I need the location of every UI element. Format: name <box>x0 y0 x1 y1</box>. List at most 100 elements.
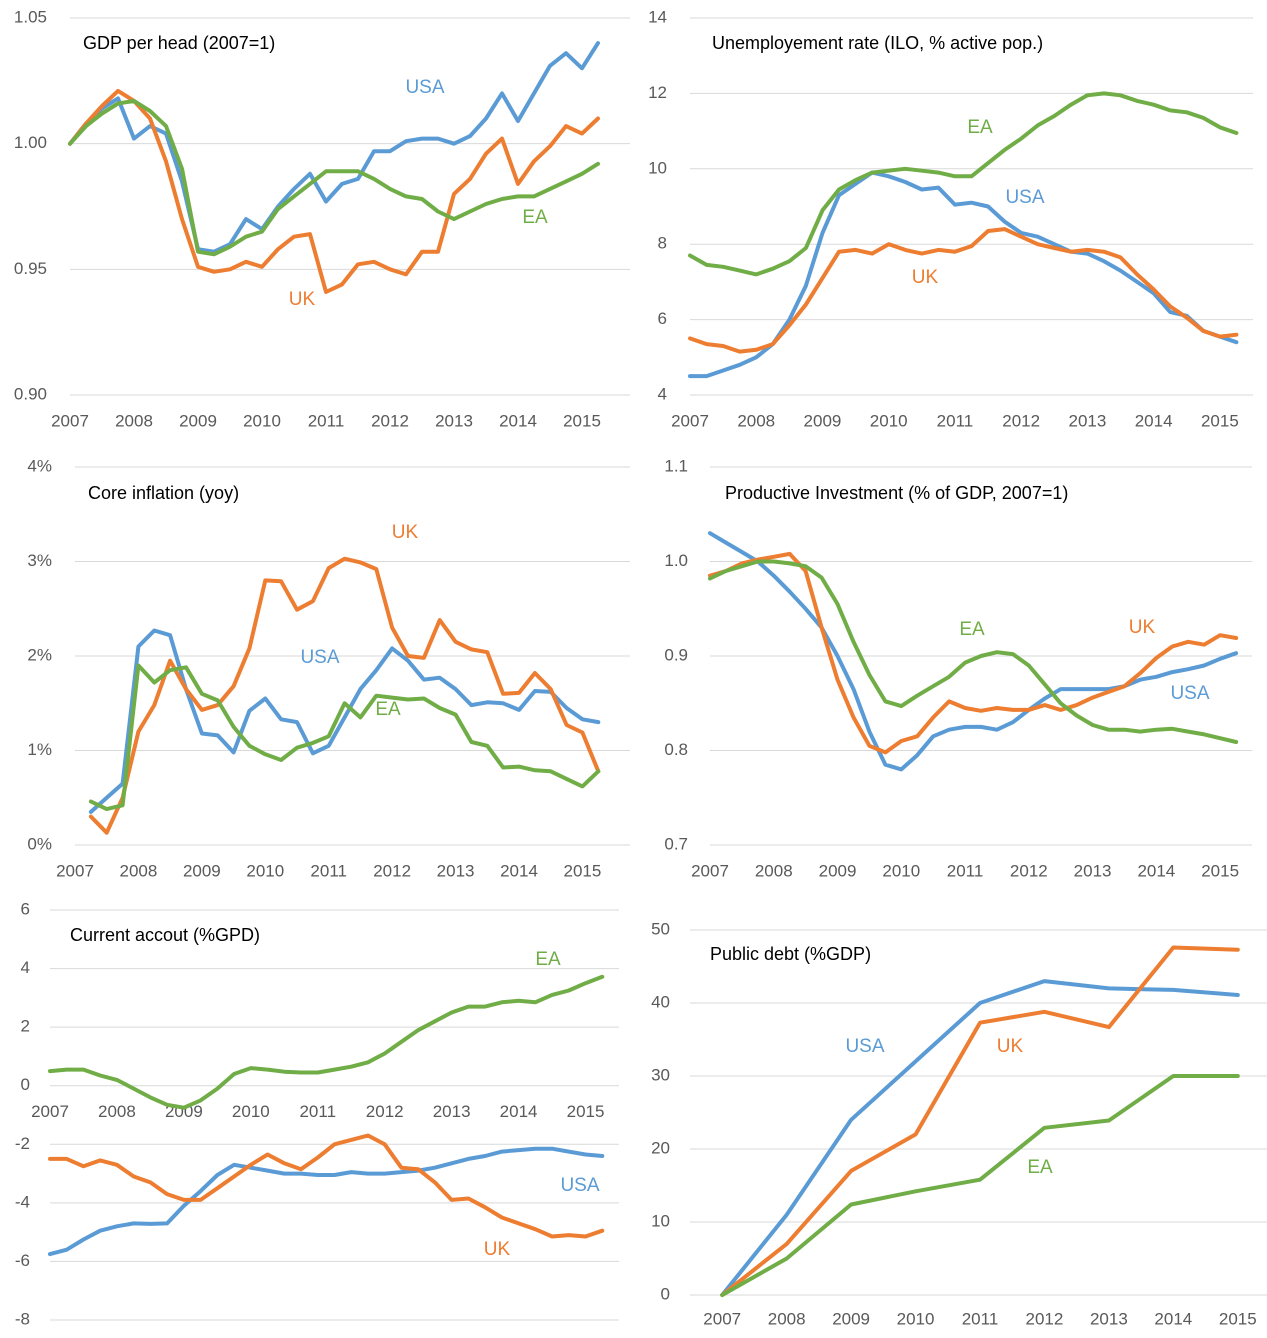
series-line <box>88 663 601 812</box>
x-tick-label: 2011 <box>962 1309 999 1328</box>
series-line <box>88 556 601 835</box>
y-tick-label: 0.9 <box>664 645 688 664</box>
x-tick-label: 2014 <box>1135 411 1173 430</box>
x-tick-label: 2008 <box>98 1102 136 1121</box>
chart-title: Core inflation (yoy) <box>88 483 239 503</box>
x-tick-label: 2012 <box>366 1102 404 1121</box>
series-label: EA <box>967 117 993 138</box>
y-tick-label: -4 <box>15 1192 30 1211</box>
y-tick-label: 4% <box>27 456 52 475</box>
x-tick-label: 2013 <box>1090 1309 1128 1328</box>
x-tick-label: 2014 <box>1154 1309 1192 1328</box>
series-label: EA <box>1027 1157 1053 1178</box>
series-label: EA <box>375 699 401 720</box>
x-tick-label: 2012 <box>1026 1309 1064 1328</box>
y-tick-label: 10 <box>651 1211 670 1230</box>
x-tick-label: 2010 <box>246 861 284 880</box>
series-label: USA <box>405 77 444 98</box>
series-label: UK <box>997 1036 1024 1057</box>
series-line <box>708 531 1239 772</box>
x-tick-label: 2011 <box>947 861 984 880</box>
y-tick-label: 6 <box>21 899 30 918</box>
y-tick-label: 2 <box>21 1017 30 1036</box>
y-tick-label: 40 <box>651 992 670 1011</box>
x-tick-label: 2015 <box>564 861 602 880</box>
y-tick-label: 3% <box>27 551 52 570</box>
x-tick-label: 2013 <box>1068 411 1106 430</box>
x-tick-label: 2010 <box>897 1309 935 1328</box>
series-line <box>48 974 605 1110</box>
x-tick-label: 2008 <box>755 861 793 880</box>
y-tick-label: 8 <box>658 234 667 253</box>
y-tick-label: 4 <box>658 384 667 403</box>
series-line <box>720 979 1240 1297</box>
series-line <box>720 945 1240 1297</box>
x-tick-label: 2008 <box>115 411 153 430</box>
x-tick-label: 2015 <box>563 411 601 430</box>
y-tick-label: 12 <box>648 83 667 102</box>
x-tick-label: 2007 <box>691 861 729 880</box>
y-tick-label: 0 <box>21 1075 30 1094</box>
y-tick-label: -2 <box>15 1134 30 1153</box>
series-line <box>68 88 600 294</box>
x-tick-label: 2013 <box>1074 861 1112 880</box>
y-tick-label: 30 <box>651 1065 670 1084</box>
series-line <box>88 628 601 814</box>
series-line <box>688 91 1239 277</box>
series-label: UK <box>912 267 939 288</box>
series-label: UK <box>1129 617 1156 638</box>
x-tick-label: 2009 <box>832 1309 870 1328</box>
x-tick-label: 2014 <box>500 861 538 880</box>
x-tick-label: 2014 <box>1137 861 1175 880</box>
x-tick-label: 2009 <box>183 861 221 880</box>
y-tick-label: 1.05 <box>14 7 47 26</box>
chart-title: Public debt (%GDP) <box>710 944 871 964</box>
y-tick-label: 1.0 <box>664 551 688 570</box>
x-tick-label: 2012 <box>373 861 411 880</box>
x-tick-label: 2012 <box>1002 411 1040 430</box>
y-tick-label: 4 <box>21 958 30 977</box>
chart-title: Unemployement rate (ILO, % active pop.) <box>712 33 1043 53</box>
series-line <box>688 227 1239 354</box>
x-tick-label: 2009 <box>819 861 857 880</box>
y-tick-label: 0.95 <box>14 259 47 278</box>
x-tick-label: 2010 <box>870 411 908 430</box>
x-tick-label: 2009 <box>804 411 842 430</box>
series-label: UK <box>392 522 419 543</box>
x-tick-label: 2015 <box>1201 411 1239 430</box>
x-tick-label: 2011 <box>308 411 345 430</box>
y-tick-label: 1.00 <box>14 133 47 152</box>
y-tick-label: 0.8 <box>664 740 688 759</box>
series-line <box>68 98 600 257</box>
chart-title: Productive Investment (% of GDP, 2007=1) <box>725 483 1068 503</box>
series-label: USA <box>1005 187 1044 208</box>
series-label: USA <box>300 647 339 668</box>
y-tick-label: 0.90 <box>14 384 47 403</box>
x-tick-label: 2012 <box>371 411 409 430</box>
x-tick-label: 2015 <box>1201 861 1239 880</box>
x-tick-label: 2012 <box>1010 861 1048 880</box>
x-tick-label: 2013 <box>433 1102 471 1121</box>
x-tick-label: 2011 <box>937 411 974 430</box>
x-tick-label: 2010 <box>232 1102 270 1121</box>
x-tick-label: 2010 <box>243 411 281 430</box>
x-tick-label: 2015 <box>1219 1309 1257 1328</box>
series-label: EA <box>522 207 548 228</box>
x-tick-label: 2011 <box>310 861 347 880</box>
x-tick-label: 2007 <box>56 861 94 880</box>
series-line <box>708 559 1239 744</box>
y-tick-label: 10 <box>648 158 667 177</box>
x-tick-label: 2013 <box>435 411 473 430</box>
series-line <box>68 41 600 254</box>
x-tick-label: 2008 <box>737 411 775 430</box>
chart-title: GDP per head (2007=1) <box>83 33 275 53</box>
x-tick-label: 2011 <box>299 1102 336 1121</box>
x-tick-label: 2014 <box>500 1102 538 1121</box>
series-label: USA <box>560 1175 599 1196</box>
y-tick-label: 6 <box>658 309 667 328</box>
series-label: USA <box>845 1036 884 1057</box>
y-tick-label: 14 <box>648 7 667 26</box>
series-label: UK <box>289 289 316 310</box>
y-tick-label: -8 <box>15 1309 30 1328</box>
